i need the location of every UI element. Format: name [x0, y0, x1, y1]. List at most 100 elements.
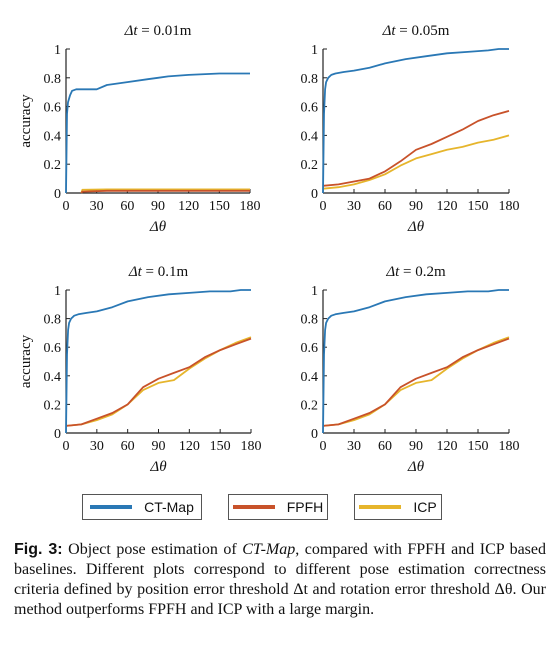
- x-tick-label: 30: [90, 199, 104, 214]
- legend-item-icp: ICP: [354, 494, 442, 520]
- y-tick-label: 0: [54, 187, 61, 202]
- panel-title-value: = 0.01m: [138, 23, 192, 39]
- x-tick-label: 60: [120, 199, 134, 214]
- panel-title-symbol: Δt: [382, 23, 397, 39]
- figure: 0 30 60 90 120 150 180 0 0.2 0.4 0.6 0.8 1 Δt = 0.01m…: [18, 23, 520, 475]
- x-axis-label: Δθ: [407, 219, 425, 235]
- y-tick-label: 1: [311, 284, 318, 299]
- x-tick-label: 0: [320, 199, 327, 214]
- chart-panel-2: 0 30 60 90 120 150 180 0 0.2 0.4 0.6 0.8 1 Δt = 0.05m…: [301, 23, 520, 235]
- x-axis-label: Δθ: [407, 459, 425, 475]
- x-tick-label: 150: [210, 439, 231, 454]
- y-tick-label: 0.6: [301, 101, 319, 116]
- legend-item-fpfh: FPFH: [228, 494, 328, 520]
- panel-title: Δt = 0.05m: [382, 23, 450, 39]
- y-tick-label: 0.6: [301, 341, 319, 356]
- series-line-ct-map: [322, 48, 509, 194]
- y-tick-label: 1: [54, 284, 61, 299]
- figure-caption: Fig. 3: Object pose estimation of CT-Map…: [14, 540, 546, 620]
- series-line-icp: [322, 336, 510, 427]
- panel-title-value: = 0.1m: [142, 264, 189, 280]
- y-tick-label: 0: [311, 427, 318, 442]
- x-tick-label: 0: [63, 199, 70, 214]
- x-tick-label: 60: [121, 439, 135, 454]
- y-tick-label: 0.6: [44, 101, 62, 116]
- x-tick-label: 30: [347, 199, 361, 214]
- x-tick-label: 120: [179, 439, 200, 454]
- x-tick-label: 60: [378, 439, 392, 454]
- legend-item-ct-map: CT-Map: [82, 494, 202, 520]
- x-tick-label: 120: [178, 199, 199, 214]
- y-tick-label: 0: [311, 187, 318, 202]
- caption-text-2: , compared with FPFH and ICP based basel…: [14, 541, 547, 618]
- x-tick-label: 90: [151, 199, 165, 214]
- y-tick-label: 0.4: [44, 370, 62, 385]
- x-tick-label: 120: [437, 439, 458, 454]
- series-line-fpfh: [80, 189, 250, 194]
- x-tick-label: 30: [347, 439, 361, 454]
- y-tick-label: 1: [311, 43, 318, 58]
- panel-title: Δt = 0.2m: [385, 264, 446, 280]
- legend-swatch: [359, 505, 402, 509]
- x-tick-label: 180: [241, 439, 262, 454]
- panel-title-symbol: Δt: [385, 264, 400, 280]
- y-tick-label: 0.2: [301, 398, 319, 413]
- series-line-ct-map: [322, 289, 509, 434]
- y-tick-label: 0.4: [44, 129, 62, 144]
- caption-label: Fig. 3:: [14, 541, 63, 558]
- y-tick-label: 0.2: [301, 158, 319, 173]
- series-line-ct-map: [65, 289, 251, 434]
- legend-swatch: [232, 505, 275, 509]
- chart-panel-1: 0 30 60 90 120 150 180 0 0.2 0.4 0.6 0.8 1 Δt = 0.01m…: [18, 23, 261, 235]
- y-tick-label: 0: [54, 427, 61, 442]
- series-line-fpfh: [65, 337, 252, 427]
- x-tick-label: 0: [63, 439, 70, 454]
- x-tick-label: 150: [468, 439, 489, 454]
- panel-title-symbol: Δt: [124, 23, 139, 39]
- x-tick-label: 180: [240, 199, 261, 214]
- caption-text-1: Object pose estimation of: [62, 541, 243, 558]
- y-tick-label: 0.8: [301, 72, 319, 87]
- series-line-icp: [322, 134, 510, 190]
- series-line-fpfh: [322, 110, 510, 187]
- y-tick-label: 1: [54, 43, 61, 58]
- y-tick-label: 0.8: [44, 72, 62, 87]
- x-tick-label: 180: [499, 199, 520, 214]
- y-tick-label: 0.8: [44, 313, 62, 328]
- legend-swatch: [90, 505, 133, 509]
- y-tick-label: 0.4: [301, 129, 319, 144]
- x-tick-label: 150: [468, 199, 489, 214]
- y-tick-label: 0.2: [44, 158, 62, 173]
- series-line-ct-map: [65, 72, 250, 194]
- series-line-fpfh: [322, 337, 510, 427]
- y-tick-label: 0.4: [301, 370, 319, 385]
- legend-label: ICP: [413, 499, 437, 515]
- x-axis-label: Δθ: [149, 459, 167, 475]
- x-axis-label: Δθ: [149, 219, 167, 235]
- x-tick-label: 30: [90, 439, 104, 454]
- caption-method: CT-Map: [242, 541, 296, 558]
- panel-title: Δt = 0.01m: [124, 23, 192, 39]
- panel-title-symbol: Δt: [128, 264, 143, 280]
- legend-label: CT-Map: [144, 499, 194, 515]
- series-line-icp: [65, 336, 252, 427]
- x-tick-label: 120: [437, 199, 458, 214]
- x-tick-label: 60: [378, 199, 392, 214]
- x-tick-label: 90: [409, 439, 423, 454]
- y-tick-label: 0.8: [301, 313, 319, 328]
- y-tick-label: 0.6: [44, 341, 62, 356]
- x-tick-label: 180: [499, 439, 520, 454]
- y-axis-label: accuracy: [18, 334, 34, 388]
- x-tick-label: 0: [320, 439, 327, 454]
- x-tick-label: 90: [152, 439, 166, 454]
- panel-title-value: = 0.05m: [396, 23, 450, 39]
- y-tick-label: 0.2: [44, 398, 62, 413]
- x-tick-label: 90: [409, 199, 423, 214]
- panel-title-value: = 0.2m: [399, 264, 446, 280]
- legend-label: FPFH: [286, 499, 324, 515]
- y-axis-label: accuracy: [18, 94, 34, 148]
- panel-title: Δt = 0.1m: [128, 264, 189, 280]
- x-tick-label: 150: [209, 199, 230, 214]
